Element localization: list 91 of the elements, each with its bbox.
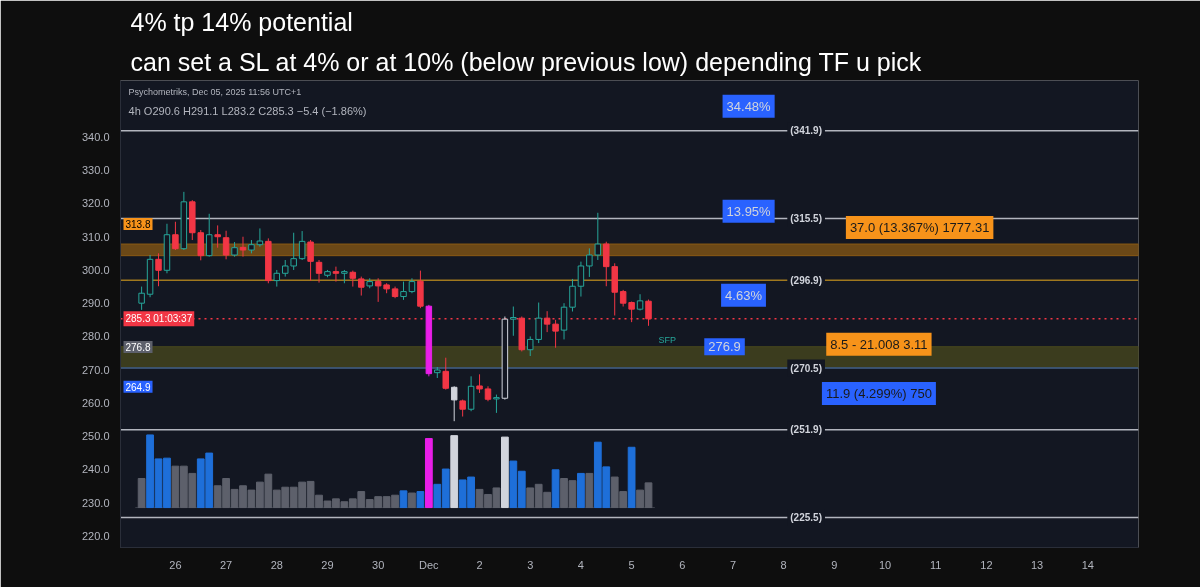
bar — [408, 492, 416, 509]
bar — [577, 472, 585, 509]
ref-line-label: (225.5) — [790, 512, 822, 524]
ref-line-label: (315.5) — [790, 212, 822, 224]
candlestick — [442, 357, 449, 391]
candlestick — [577, 261, 585, 298]
x-tick-label: 12 — [980, 558, 993, 571]
y-tick-label: 220.0 — [81, 529, 110, 542]
x-tick-label: 14 — [1081, 558, 1094, 571]
bar — [137, 478, 146, 509]
bar — [551, 469, 560, 509]
candlestick — [290, 232, 297, 271]
x-tick-label: 11 — [930, 558, 942, 571]
candlestick — [552, 319, 559, 349]
ref-line-label: (251.9) — [790, 424, 822, 436]
y-tick-label: 250.0 — [81, 430, 110, 443]
chart-title: 4% tp 14% potential — [130, 7, 353, 36]
candlestick — [450, 385, 458, 422]
x-tick-label: 6 — [679, 558, 686, 571]
x-tick-label: 29 — [321, 558, 334, 571]
candlestick — [358, 276, 365, 297]
y-tick-label: 320.0 — [81, 197, 110, 210]
annotation: SFP — [658, 334, 676, 345]
candlestick — [467, 375, 475, 412]
candlestick — [586, 247, 593, 278]
bar — [399, 490, 408, 509]
y-tick-label: 240.0 — [81, 463, 110, 476]
x-tick-label: 9 — [831, 558, 838, 571]
chart-subtitle: can set a SL at 4% or at 10% (below previous low) depending TF u pick — [130, 47, 922, 76]
annotation: 8.5 - 21.008 3.11 — [830, 336, 928, 352]
y-tick-label: 310.0 — [81, 230, 110, 243]
candlestick — [560, 302, 568, 340]
candlestick — [214, 224, 221, 249]
candlestick — [307, 239, 314, 282]
x-tick-label: 27 — [219, 558, 233, 571]
annotation: 313.8 — [125, 219, 151, 231]
annotation: 4.63% — [725, 287, 763, 303]
y-tick-label: 270.0 — [81, 363, 110, 376]
bar — [501, 436, 509, 509]
candlestick — [138, 286, 145, 311]
x-tick-label: 28 — [270, 558, 283, 571]
x-tick-label: 10 — [878, 558, 892, 571]
candlestick — [332, 266, 340, 283]
annotation: 276.8 — [125, 342, 151, 354]
x-tick-label: 3 — [527, 558, 534, 571]
candlestick — [476, 373, 483, 394]
candlestick — [298, 230, 306, 261]
y-tick-label: 340.0 — [81, 131, 110, 144]
bar — [627, 446, 636, 509]
annotation: 11.9 (4.299%) 750 — [825, 385, 932, 401]
annotation: 276.9 — [708, 339, 741, 355]
x-tick-label: 7 — [729, 558, 737, 571]
x-tick-label: 4 — [577, 558, 584, 571]
candlestick — [400, 281, 407, 301]
y-tick-label: 300.0 — [81, 263, 110, 276]
annotation: 4h O290.6 H291.1 L283.2 C285.3 −5.4 (−1.86%) — [128, 104, 367, 117]
candlestick — [510, 306, 517, 337]
candlestick — [594, 212, 602, 261]
y-tick-label: 280.0 — [81, 330, 110, 343]
x-tick-label: 2 — [476, 558, 483, 571]
x-tick-label: 30 — [372, 558, 385, 571]
y-tick-label: 290.0 — [81, 297, 110, 310]
annotation: 34.48% — [726, 98, 772, 114]
candlestick — [172, 221, 179, 251]
candlestick — [239, 236, 247, 258]
annotation: 37.0 (13.367%) 1777.31 — [849, 220, 990, 236]
bar — [585, 472, 594, 509]
x-tick-label: 13 — [1031, 558, 1044, 571]
ref-line-label: (270.5) — [790, 362, 822, 374]
annotation: 264.9 — [125, 381, 151, 393]
x-tick-label: 5 — [628, 558, 635, 571]
bar — [416, 491, 425, 509]
y-tick-label: 260.0 — [81, 396, 110, 409]
annotation: Psychometriks, Dec 05, 2025 11:56 UTC+1 — [128, 87, 302, 98]
x-tick-label: 8 — [780, 558, 787, 571]
candlestick — [155, 252, 162, 287]
annotation: 13.95% — [726, 203, 772, 219]
x-tick-label: 26 — [169, 558, 182, 571]
annotation: 285.3 01:03:37 — [125, 313, 193, 325]
candlestick — [569, 278, 576, 313]
candlestick — [315, 259, 323, 284]
ref-line-label: (341.9) — [790, 125, 822, 137]
ref-line-label: (296.9) — [790, 274, 822, 286]
x-tick-label: Dec — [419, 558, 440, 571]
y-tick-label: 330.0 — [81, 164, 110, 177]
candlestick — [205, 213, 213, 258]
candlestick — [222, 230, 230, 260]
y-tick-label: 230.0 — [81, 496, 110, 509]
bar — [424, 438, 433, 509]
bar — [450, 435, 459, 509]
candlestick — [197, 229, 204, 261]
